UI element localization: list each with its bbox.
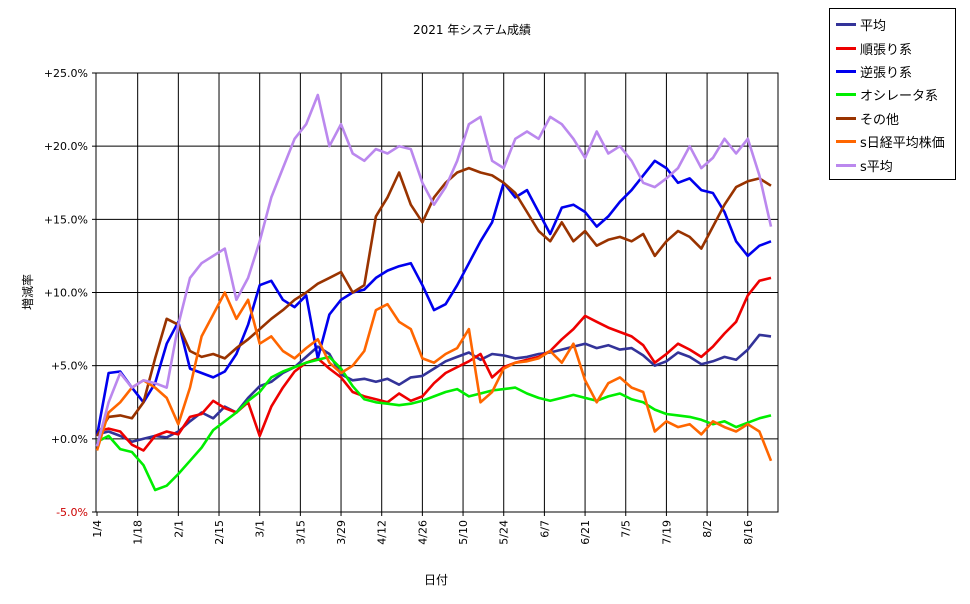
x-tick-label: 1/4 (91, 520, 104, 538)
x-tick-label: 7/5 (620, 520, 633, 538)
legend-label: その他 (860, 112, 900, 128)
y-axis-label: 増減率 (20, 274, 35, 310)
y-tick-label: +15.0% (44, 213, 88, 226)
legend-label: s日経平均株価 (860, 136, 945, 152)
legend-item-6: s平均 (836, 153, 955, 176)
x-tick-label: 3/29 (335, 520, 348, 545)
legend-item-0: 平均 (836, 13, 955, 36)
legend-swatch (836, 163, 856, 167)
y-tick-label: +10.0% (44, 287, 88, 300)
legend-swatch (836, 46, 856, 50)
chart-legend: 平均順張り系逆張り系オシレータ系 その他 s日経平均株価 s平均 (829, 8, 956, 180)
series-line-2 (95, 159, 772, 437)
y-tick-label: +5.0% (51, 360, 88, 373)
x-axis-label: 日付 (424, 573, 448, 587)
x-tick-label: 8/2 (701, 520, 714, 538)
legend-label: オシレータ系 (860, 89, 939, 105)
x-tick-label: 4/12 (376, 520, 389, 545)
legend-item-2: 逆張り系 (836, 60, 955, 83)
legend-item-4: その他 (836, 107, 955, 130)
y-tick-label: -5.0% (56, 506, 88, 519)
x-tick-label: 2/15 (213, 520, 226, 545)
series-line-6 (95, 93, 773, 447)
legend-item-5: s日経平均株価 (836, 130, 955, 153)
legend-item-3: オシレータ系 (836, 83, 955, 106)
x-tick-label: 5/10 (457, 520, 470, 545)
x-tick-label: 3/1 (254, 520, 267, 538)
legend-swatch (836, 23, 856, 27)
series-line-0 (96, 333, 772, 444)
x-tick-label: 3/15 (294, 520, 307, 545)
legend-label: s平均 (860, 159, 893, 175)
legend-label: 逆張り系 (860, 65, 913, 81)
series-lines (95, 93, 773, 492)
legend-swatch (836, 69, 856, 73)
series-line-4 (95, 166, 772, 437)
legend-swatch (836, 116, 856, 120)
series-line-1 (96, 276, 772, 452)
x-tick-label: 8/16 (742, 520, 755, 545)
legend-label: 平均 (860, 19, 887, 35)
x-tick-label: 1/18 (132, 520, 145, 545)
series-line-5 (95, 291, 773, 462)
chart-title: 2021 年システム成績 (413, 23, 531, 37)
x-tick-label: 7/19 (660, 520, 673, 545)
y-tick-label: +20.0% (44, 140, 88, 153)
series-line-3 (96, 355, 772, 492)
legend-swatch (836, 140, 856, 144)
x-tick-label: 6/7 (538, 520, 551, 538)
legend-item-1: 順張り系 (836, 36, 955, 59)
x-tick-label: 4/26 (416, 520, 429, 545)
y-tick-label: +0.0% (51, 433, 88, 446)
y-axis-ticks: +25.0% +20.0% +15.0% +10.0% +5.0% +0.0% -5.0% (44, 67, 96, 519)
x-tick-label: 6/21 (579, 520, 592, 545)
legend-swatch (836, 93, 856, 97)
legend-label: 順張り系 (860, 42, 913, 58)
x-tick-label: 2/1 (172, 520, 185, 538)
y-tick-label: +25.0% (44, 67, 88, 80)
x-axis-ticks: 1/4 1/18 2/1 2/15 3/1 3/15 3/29 4/12 4/26 5/10 5/2… (91, 512, 755, 545)
x-tick-label: 5/24 (498, 520, 511, 545)
